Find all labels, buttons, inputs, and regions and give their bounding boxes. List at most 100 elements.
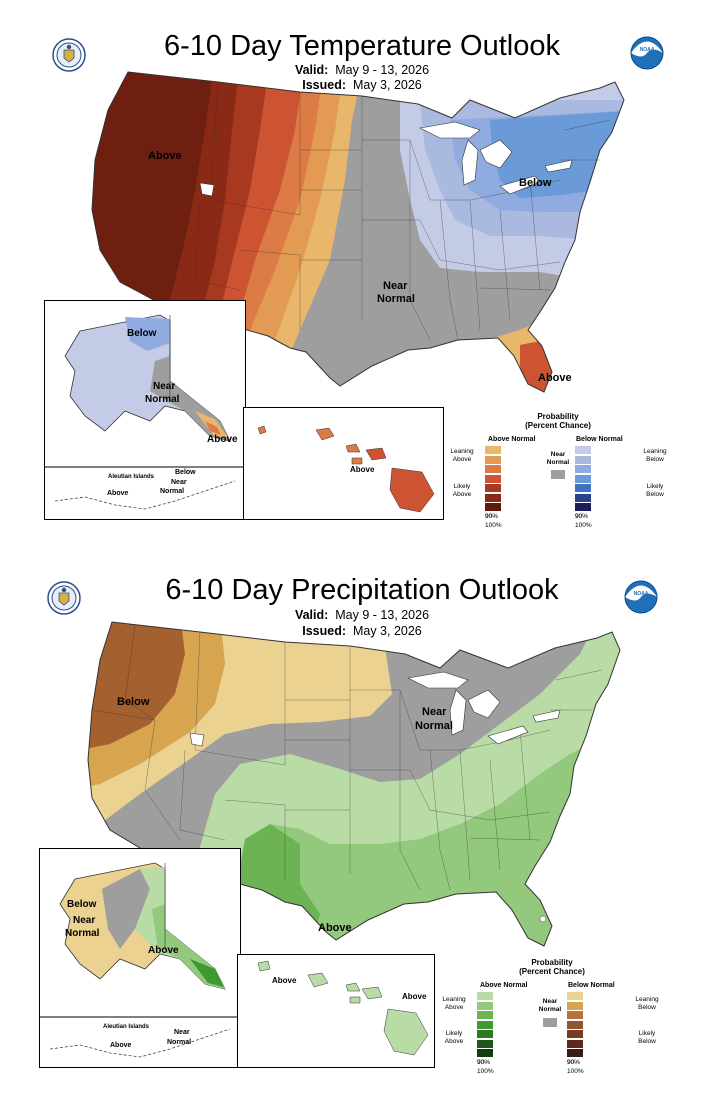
hawaii-map: Above bbox=[257, 425, 435, 513]
issued-date: Issued: May 3, 2026 bbox=[0, 78, 724, 93]
temp-above-legend-row: 70-80% bbox=[485, 484, 504, 510]
temp-below-legend-row: 70-80% bbox=[575, 484, 594, 510]
temp-below-legend-row: 60-70% bbox=[575, 474, 594, 501]
temp-above-legend-row: 40-50% bbox=[485, 455, 504, 482]
legend-title: Probability (Percent Chance) bbox=[519, 958, 585, 976]
page-title: 6-10 Day Precipitation Outlook bbox=[165, 574, 559, 606]
precipitation-outlook-panel: NOAA 6-10 Day Precipitation Outlook Vali… bbox=[0, 554, 724, 1108]
temp-above-legend-swatch bbox=[485, 455, 501, 464]
alaska-map: Below Near Normal Above Aleutian Islands… bbox=[40, 862, 240, 1058]
precip-above-legend-swatch bbox=[477, 1030, 493, 1039]
hawaii-inset: Above bbox=[243, 407, 444, 520]
hawaii-label-above-e: Above bbox=[402, 992, 427, 1001]
temp-below-legend-row: 50-60% bbox=[575, 465, 594, 491]
temp-below-legend-row: 80-90% bbox=[575, 493, 594, 520]
alaska-label-nn-1: Near bbox=[73, 915, 95, 926]
temp-above-legend-row: 90-100% bbox=[485, 503, 504, 529]
precip-below-legend-row: 70-80% bbox=[567, 1030, 586, 1056]
issued-value: May 3, 2026 bbox=[352, 78, 422, 92]
aleutian-label-below: Below bbox=[175, 469, 196, 476]
legend-above-head: Above Normal bbox=[480, 982, 528, 989]
precipitation-legend: Probability (Percent Chance) Above Norma… bbox=[440, 958, 665, 1075]
noaa-logo: NOAA bbox=[630, 36, 664, 70]
temp-above-legend-swatch bbox=[485, 474, 501, 483]
legend-likely-below: Likely Below bbox=[638, 1030, 656, 1045]
alaska-label-nn-2: Normal bbox=[65, 928, 100, 939]
temp-below-legend-row: 33-40% bbox=[575, 446, 594, 472]
temp-below-legend-swatch bbox=[575, 455, 591, 464]
precip-below-legend-range: 90-100% bbox=[567, 1059, 584, 1075]
aleutian-label-nn-2: Normal bbox=[167, 1039, 191, 1046]
hawaii-label-above-w: Above bbox=[272, 976, 297, 985]
precip-above-legend-swatch bbox=[477, 1011, 493, 1020]
valid-value: May 9 - 13, 2026 bbox=[335, 63, 430, 77]
alaska-inset: Below Near Normal Above Aleutian Islands… bbox=[39, 848, 241, 1068]
temp-above-legend-range: 90-100% bbox=[485, 513, 502, 529]
label-texas-above: Above bbox=[318, 922, 352, 934]
temp-below-legend-swatch bbox=[575, 503, 591, 512]
temperature-outlook-panel: NOAA 6-10 Day Temperature Outlook Valid:… bbox=[0, 0, 724, 540]
temp-below-legend-swatch bbox=[575, 465, 591, 474]
legend-likely-above: Likely Above bbox=[444, 1030, 464, 1045]
precip-above-legend-row: 60-70% bbox=[477, 1020, 496, 1047]
label-near-normal-2: Normal bbox=[377, 293, 415, 305]
alaska-label-above: Above bbox=[207, 434, 238, 445]
hawaii-label-above: Above bbox=[350, 465, 375, 474]
precip-below-legend-swatch bbox=[567, 1039, 583, 1048]
conus-precipitation-map: Below Near Normal Above bbox=[87, 621, 621, 947]
issued-date: Issued: May 3, 2026 bbox=[0, 624, 724, 639]
issued-label: Issued: bbox=[302, 624, 346, 638]
page-title: 6-10 Day Temperature Outlook bbox=[163, 30, 560, 62]
legend-below-head: Below Normal bbox=[576, 436, 623, 443]
label-west-below: Below bbox=[117, 696, 150, 708]
legend-near-normal-swatch bbox=[543, 1018, 557, 1027]
precip-above-legend-swatch bbox=[477, 1001, 493, 1010]
precip-above-legend-swatch bbox=[477, 1020, 493, 1029]
aleutian-label-nn-2: Normal bbox=[160, 488, 184, 495]
legend-likely-below: Likely Below bbox=[646, 483, 664, 498]
label-florida-above: Above bbox=[538, 372, 572, 384]
alaska-label-nn-2: Normal bbox=[145, 394, 180, 405]
precip-above-legend-row: 33-40% bbox=[477, 992, 496, 1018]
precip-below-legend-row: 90-100% bbox=[567, 1049, 586, 1075]
precip-above-legend-range: 90-100% bbox=[477, 1059, 494, 1075]
precip-below-legend-row: 33-40% bbox=[567, 992, 586, 1018]
precip-below-legend-swatch bbox=[567, 1030, 583, 1039]
alaska-inset: Below Near Normal Above Aleutian Islands… bbox=[44, 300, 246, 520]
svg-text:NOAA: NOAA bbox=[634, 591, 649, 597]
precip-above-legend-row: 80-90% bbox=[477, 1039, 496, 1066]
temp-below-legend-swatch bbox=[575, 484, 591, 493]
precip-below-legend-swatch bbox=[567, 1001, 583, 1010]
legend-near-normal: Near Normal bbox=[546, 451, 570, 466]
alaska-label-above: Above bbox=[148, 945, 179, 956]
aleutian-label-above: Above bbox=[107, 490, 129, 497]
valid-value: May 9 - 13, 2026 bbox=[335, 608, 430, 622]
hawaii-map: Above Above bbox=[257, 960, 429, 1056]
legend-near-normal-swatch bbox=[551, 470, 565, 479]
aleutian-label-above: Above bbox=[110, 1042, 132, 1049]
temp-below-legend-row: 90-100% bbox=[575, 503, 594, 529]
valid-dates: Valid: May 9 - 13, 2026 bbox=[0, 608, 724, 623]
precip-below-legend-row: 40-50% bbox=[567, 1001, 586, 1028]
temp-above-legend-row: 33-40% bbox=[485, 446, 504, 472]
precip-above-legend-swatch bbox=[477, 1049, 493, 1058]
legend-near-normal: Near Normal bbox=[538, 998, 562, 1013]
label-northeast-below: Below bbox=[519, 177, 552, 189]
alaska-map: Below Near Normal Above Aleutian Islands… bbox=[45, 314, 245, 510]
legend-above-head: Above Normal bbox=[488, 436, 536, 443]
temp-below-legend-swatch bbox=[575, 493, 591, 502]
precip-below-legend-row: 60-70% bbox=[567, 1020, 586, 1047]
aleutian-title: Aleutian Islands bbox=[108, 474, 155, 480]
hawaii-inset: Above Above bbox=[237, 954, 435, 1068]
temp-below-legend-swatch bbox=[575, 446, 591, 455]
precip-below-legend-swatch bbox=[567, 1011, 583, 1020]
aleutian-label-nn-1: Near bbox=[171, 479, 187, 486]
precip-above-legend-swatch bbox=[477, 992, 493, 1001]
dept-of-commerce-logo bbox=[52, 38, 86, 72]
alaska-label-nn-1: Near bbox=[153, 381, 175, 392]
valid-label: Valid: bbox=[294, 608, 329, 622]
precip-below-legend-swatch bbox=[567, 1020, 583, 1029]
legend-likely-above: Likely Above bbox=[452, 483, 472, 498]
temp-above-legend-swatch bbox=[485, 493, 501, 502]
legend-title: Probability (Percent Chance) bbox=[525, 412, 591, 430]
